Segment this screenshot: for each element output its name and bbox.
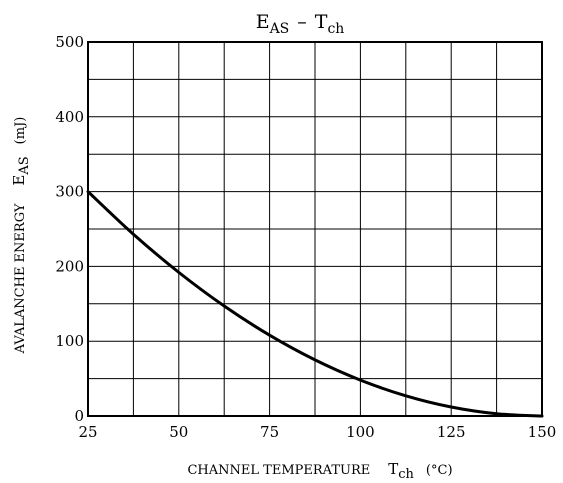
y-tick-label: 400 — [55, 108, 84, 126]
x-tick-label: 100 — [346, 423, 375, 441]
title-main2: T — [315, 11, 328, 33]
y-axis-label: AVALANCHE ENERGY EAS (mJ) — [10, 117, 32, 355]
x-axis-label-text: CHANNEL TEMPERATURE — [187, 463, 370, 478]
x-tick-label: 25 — [78, 423, 97, 441]
y-tick-label: 0 — [74, 407, 84, 425]
y-tick-label: 500 — [55, 33, 84, 51]
x-tick-label: 50 — [169, 423, 188, 441]
y-tick-label: 100 — [55, 332, 84, 350]
chart-title: EAS – Tch — [256, 11, 345, 37]
title-main: E — [256, 11, 270, 33]
y-tick-label: 200 — [55, 257, 84, 275]
x-tick-label: 75 — [260, 423, 279, 441]
series-layer — [86, 190, 544, 418]
x-axis-label-sub: ch — [398, 467, 414, 482]
x-tick-label: 150 — [528, 423, 557, 441]
y-axis-label-sym: E — [10, 175, 28, 186]
x-axis-label-unit: (°C) — [426, 463, 453, 478]
y-axis-label-sub: AS — [17, 156, 32, 175]
title-dash: – — [297, 11, 307, 33]
title-sub1: AS — [269, 21, 290, 37]
series-line — [86, 190, 544, 418]
x-axis-label: CHANNEL TEMPERATURE Tch (°C) — [187, 460, 452, 482]
y-axis-label-text: AVALANCHE ENERGY — [13, 203, 28, 354]
title-sub2: ch — [327, 21, 344, 37]
plot-frame — [87, 41, 543, 417]
grid — [88, 42, 542, 416]
y-axis-label-unit: (mJ) — [13, 117, 28, 145]
x-axis-label-sym: T — [388, 460, 398, 478]
x-tick-label: 125 — [437, 423, 466, 441]
tick-labels: 25 50 75 100 125 150 0 100 200 300 400 500 — [55, 33, 556, 441]
y-tick-label: 300 — [55, 183, 84, 201]
